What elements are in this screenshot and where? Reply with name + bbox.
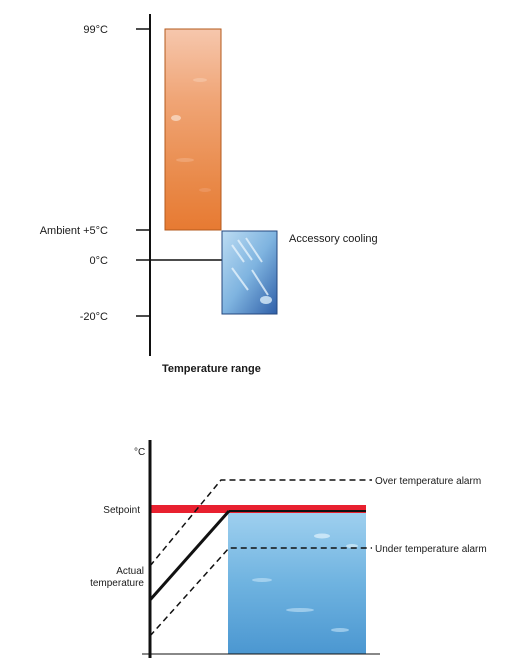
under-temperature-alarm-label: Under temperature alarm bbox=[375, 544, 487, 555]
actual-temperature-label-line1: Actual bbox=[116, 566, 144, 577]
accessory-cooling-label: Accessory cooling bbox=[289, 233, 378, 245]
over-temperature-alarm-label: Over temperature alarm bbox=[375, 476, 481, 487]
setpoint-band bbox=[150, 505, 366, 513]
tick-label-zero: 0°C bbox=[90, 255, 109, 267]
heating-range-bar bbox=[164, 28, 222, 231]
bath-fill bbox=[228, 512, 366, 654]
temperature-range-diagram: 99°C Ambient +5°C 0°C -20°C Accessory co… bbox=[40, 14, 378, 375]
actual-temperature-line bbox=[148, 510, 231, 601]
under-alarm-line bbox=[149, 547, 372, 637]
setpoint-label: Setpoint bbox=[103, 505, 140, 516]
tick-label-99: 99°C bbox=[83, 24, 108, 36]
alarm-diagram: °C Setpoint Actual temperature Over temp… bbox=[90, 440, 487, 658]
accessory-cooling-bar bbox=[221, 230, 278, 315]
actual-temperature-label-line2: temperature bbox=[90, 578, 144, 589]
tick-label-ambient: Ambient +5°C bbox=[40, 225, 108, 237]
unit-label: °C bbox=[134, 447, 145, 458]
tick-label-minus20: -20°C bbox=[80, 311, 108, 323]
over-alarm-line bbox=[149, 479, 372, 567]
temperature-range-caption: Temperature range bbox=[162, 363, 261, 375]
